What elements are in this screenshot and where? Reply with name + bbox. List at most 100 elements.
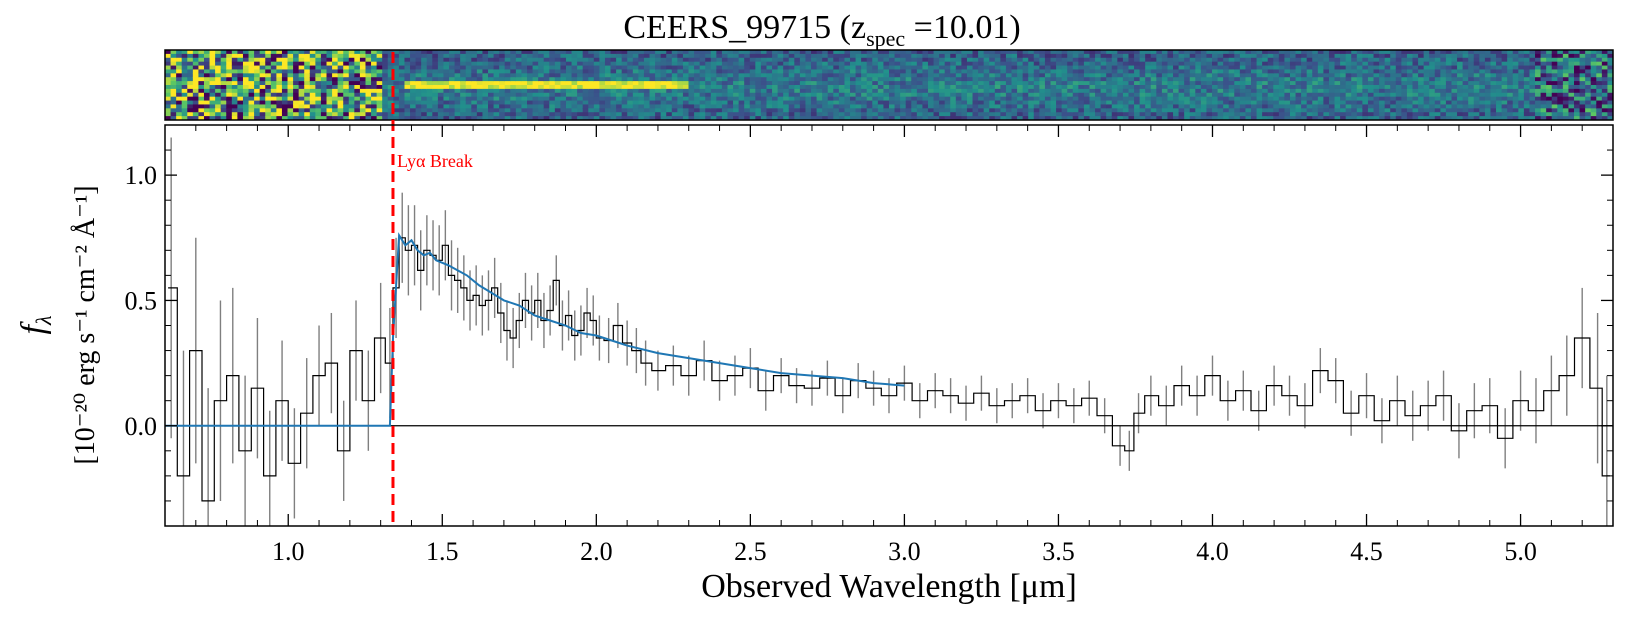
spectrum-pixel: [872, 73, 879, 78]
spectrum-pixel: [1323, 77, 1330, 82]
spectrum-pixel: [1061, 88, 1068, 94]
spectrum-pixel: [671, 81, 678, 86]
x-axis-ticks: 1.0 1.5 2.0 2.5 3.0 3.5 4.0 4.5 5.0: [164, 125, 1614, 566]
spectrum-pixel: [772, 69, 779, 74]
spectrum-pixel: [1351, 116, 1358, 120]
spectrum-pixel: [237, 85, 244, 90]
spectrum-pixel: [944, 61, 951, 67]
spectrum-pixel: [1395, 81, 1402, 86]
spectrum-pixel: [304, 77, 311, 82]
spectrum-pixel: [192, 57, 200, 63]
spectrum-pixel: [1451, 96, 1458, 102]
spectrum-pixel: [309, 73, 316, 78]
spectrum-pixel: [1111, 104, 1118, 109]
spectrum-pixel: [1011, 104, 1018, 109]
spectrum-pixel: [905, 92, 912, 98]
spectrum-pixel: [944, 100, 951, 106]
spectrum-pixel: [1017, 61, 1024, 67]
spectrum-pixel: [1601, 85, 1609, 90]
spectrum-pixel: [449, 57, 456, 63]
spectrum-pixel: [694, 88, 701, 94]
spectrum-pixel: [565, 77, 573, 82]
spectrum-pixel: [1306, 65, 1313, 71]
spectrum-pixel: [309, 69, 316, 74]
spectrum-pixel: [1328, 92, 1336, 98]
spectrum-pixel: [877, 116, 885, 120]
spectrum-pixel: [1462, 112, 1469, 117]
spectrum-pixel: [226, 65, 233, 71]
spectrum-pixel: [927, 81, 935, 86]
spectrum-pixel: [660, 65, 667, 71]
spectrum-pixel: [1568, 73, 1575, 78]
spectrum-pixel: [1173, 73, 1180, 78]
spectrum-pixel: [1390, 100, 1397, 106]
spectrum-pixel: [844, 57, 851, 63]
spectrum-pixel: [1078, 50, 1085, 55]
spectrum-pixel: [248, 50, 255, 55]
spectrum-pixel: [176, 77, 183, 82]
spectrum-pixel: [1412, 53, 1419, 59]
spectrum-pixel: [733, 100, 740, 106]
spectrum-pixel: [772, 53, 779, 59]
spectrum-pixel: [365, 81, 372, 86]
spectrum-pixel: [811, 61, 818, 67]
spectrum-pixel: [1234, 88, 1241, 94]
spectrum-pixel: [443, 61, 450, 67]
spectrum-pixel: [582, 61, 589, 67]
spectrum-pixel: [994, 65, 1001, 71]
spectrum-pixel: [538, 81, 545, 86]
spectrum-pixel: [398, 57, 406, 63]
spectrum-pixel: [254, 100, 261, 106]
spectrum-pixel: [883, 104, 890, 109]
spectrum-pixel: [287, 85, 294, 90]
spectrum-pixel: [460, 108, 467, 113]
spectrum-pixel: [376, 53, 383, 59]
spectrum-pixel: [1490, 112, 1497, 117]
spectrum-pixel: [471, 100, 478, 106]
spectrum-pixel: [343, 116, 350, 120]
spectrum-pixel: [1457, 73, 1464, 78]
spectrum-pixel: [176, 85, 183, 90]
spectrum-pixel: [1267, 96, 1274, 102]
spectrum-pixel: [1457, 81, 1464, 86]
spectrum-pixel: [1490, 73, 1497, 78]
spectrum-pixel: [794, 77, 801, 82]
spectrum-pixel: [376, 69, 383, 74]
spectrum-pixel: [421, 116, 428, 120]
spectrum-pixel: [510, 77, 517, 82]
spectrum-pixel: [1585, 96, 1592, 102]
spectrum-pixel: [220, 108, 227, 113]
spectrum-pixel: [1301, 73, 1308, 78]
spectrum-pixel: [978, 92, 985, 98]
spectrum-pixel: [1345, 116, 1352, 120]
spectrum-pixel: [387, 88, 394, 94]
spectrum-pixel: [1078, 85, 1085, 90]
spectrum-pixel: [794, 69, 801, 74]
spectrum-pixel: [799, 73, 807, 78]
spectrum-pixel: [215, 104, 222, 109]
spectrum-pixel: [181, 65, 188, 71]
spectrum-pixel: [760, 65, 768, 71]
spectrum-pixel: [281, 77, 289, 82]
spectrum-pixel: [744, 50, 751, 55]
spectrum-pixel: [1289, 108, 1297, 113]
spectrum-pixel: [1134, 50, 1141, 55]
spectrum-pixel: [838, 53, 846, 59]
spectrum-pixel: [643, 61, 651, 67]
spectrum-pixel: [1345, 50, 1352, 55]
spectrum-pixel: [1301, 85, 1308, 90]
spectrum-pixel: [343, 73, 350, 78]
spectrum-pixel: [476, 65, 484, 71]
spectrum-pixel: [1273, 92, 1280, 98]
spectrum-pixel: [237, 69, 244, 74]
spectrum-pixel: [744, 61, 751, 67]
spectrum-pixel: [187, 50, 194, 55]
spectrum-pixel: [1496, 61, 1503, 67]
spectrum-pixel: [165, 81, 172, 86]
spectrum-pixel: [983, 69, 990, 74]
spectrum-pixel: [203, 50, 211, 55]
spectrum-pixel: [766, 88, 773, 94]
spectrum-pixel: [1607, 96, 1613, 102]
spectrum-pixel: [944, 96, 951, 102]
spectrum-pixel: [187, 77, 194, 82]
